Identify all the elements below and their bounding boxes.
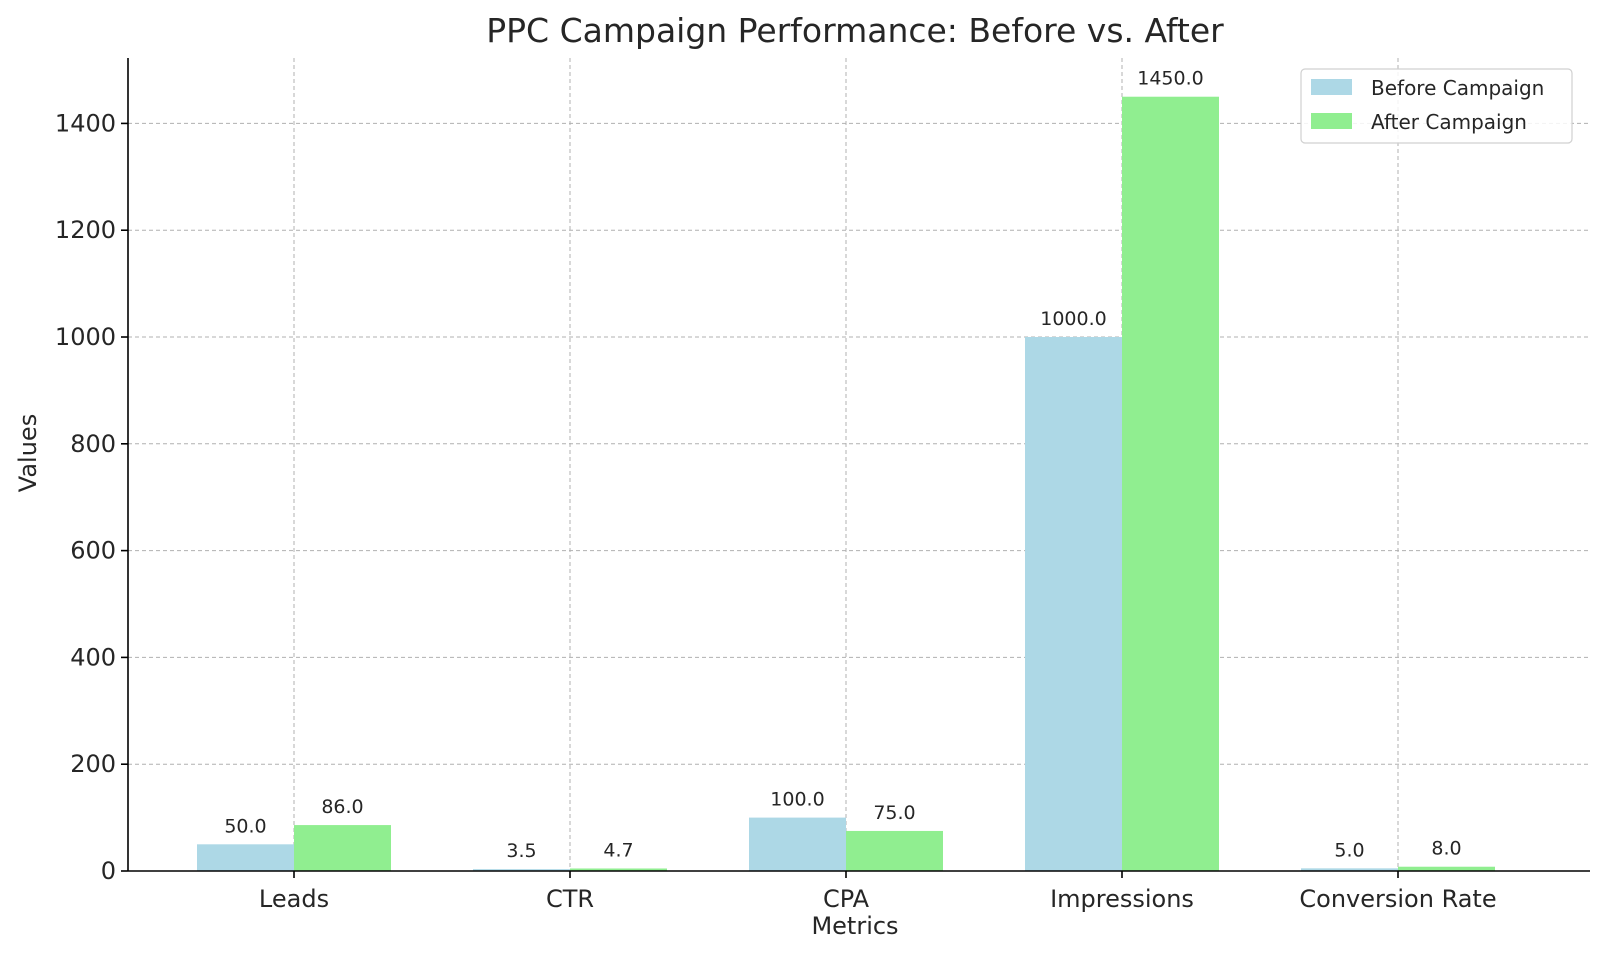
data-label-before-campaign-conversion-rate: 5.0 (1334, 839, 1364, 861)
data-label-after-campaign-ctr: 4.7 (603, 839, 633, 861)
bar-after-campaign-ctr (570, 868, 667, 871)
bar-before-campaign-cpa (749, 817, 846, 871)
data-label-before-campaign-ctr: 3.5 (506, 840, 536, 862)
x-tick-label-impressions: Impressions (1050, 885, 1194, 913)
legend-swatch-after-campaign (1311, 113, 1352, 129)
y-tick-label-0: 0 (101, 857, 116, 885)
y-tick-label-1400: 1400 (55, 109, 116, 137)
data-label-before-campaign-impressions: 1000.0 (1040, 308, 1106, 330)
grid-layer (128, 58, 1590, 871)
bar-before-campaign-ctr (473, 869, 570, 871)
y-tick-label-1000: 1000 (55, 323, 116, 351)
bars-layer (197, 96, 1495, 871)
bar-before-campaign-impressions (1025, 337, 1122, 871)
data-labels-layer: 50.0 86.0 3.5 4.7 100.0 75.0 1000.0 1450.0 5.0 8.… (224, 68, 1461, 862)
axes-layer (127, 58, 1590, 872)
y-tick-label-400: 400 (70, 643, 116, 671)
data-label-after-campaign-cpa: 75.0 (873, 802, 915, 824)
y-axis-title: Values (14, 414, 42, 492)
y-tick-label-600: 600 (70, 537, 116, 565)
y-tick-label-200: 200 (70, 750, 116, 778)
data-label-after-campaign-leads: 86.0 (321, 796, 363, 818)
x-tick-label-ctr: CTR (546, 885, 594, 913)
bar-after-campaign-impressions (1122, 96, 1219, 871)
legend-label-before-campaign: Before Campaign (1371, 76, 1544, 100)
ticks-layer: 0 200 400 600 800 1000 1200 1400 Leads CTR CPA Impr… (55, 109, 1497, 913)
data-label-after-campaign-conversion-rate: 8.0 (1431, 838, 1461, 860)
chart-title: PPC Campaign Performance: Before vs. Aft… (486, 11, 1224, 50)
legend: Before Campaign After Campaign (1300, 68, 1573, 144)
data-label-after-campaign-impressions: 1450.0 (1137, 68, 1203, 90)
x-axis-title: Metrics (811, 912, 898, 940)
bar-after-campaign-conversion-rate (1398, 866, 1495, 871)
data-label-before-campaign-cpa: 100.0 (770, 789, 824, 811)
data-label-before-campaign-leads: 50.0 (224, 815, 266, 837)
bar-before-campaign-conversion-rate (1301, 868, 1398, 871)
y-tick-label-1200: 1200 (55, 216, 116, 244)
bar-before-campaign-leads (197, 844, 294, 871)
legend-swatch-before-campaign (1311, 79, 1352, 95)
bar-after-campaign-cpa (846, 830, 943, 871)
bar-after-campaign-leads (294, 825, 391, 871)
legend-label-after-campaign: After Campaign (1371, 110, 1527, 134)
x-tick-label-leads: Leads (259, 885, 329, 913)
y-tick-label-800: 800 (70, 430, 116, 458)
x-tick-label-conversion-rate: Conversion Rate (1299, 885, 1496, 913)
x-tick-label-cpa: CPA (823, 885, 870, 913)
legend-frame (1300, 68, 1573, 144)
